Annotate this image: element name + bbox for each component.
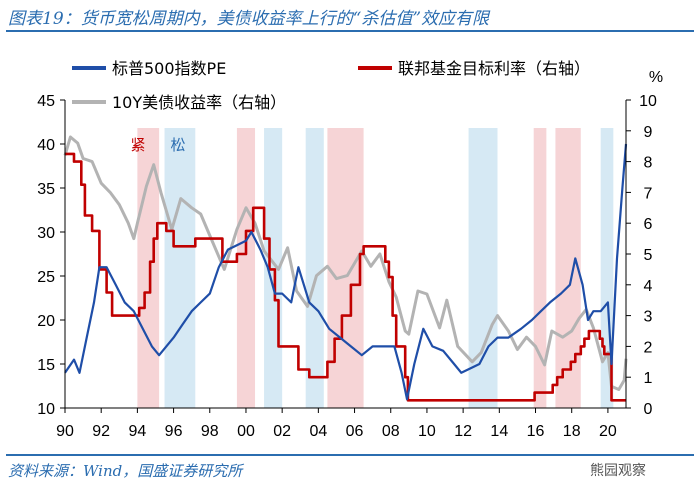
left-tick-label: 40 (37, 137, 55, 154)
right-tick-label: 10 (639, 93, 657, 110)
x-tick-label: 90 (56, 423, 74, 440)
tight-period-band (533, 128, 547, 408)
x-tick-label: 08 (382, 423, 400, 440)
x-tick-label: 20 (599, 423, 617, 440)
tight-period-band (236, 128, 256, 408)
tight-period-band (327, 128, 364, 408)
source-note: 资料来源：Wind，国盛证券研究所 (8, 462, 243, 480)
legend-label-fed: 联邦基金目标利率（右轴） (398, 59, 590, 78)
right-tick-label: 6 (644, 216, 653, 233)
series-line-y10 (63, 135, 628, 391)
x-tick-label: 18 (563, 423, 581, 440)
left-tick-label: 45 (37, 93, 55, 110)
x-tick-label: 96 (165, 423, 183, 440)
x-tick-label: 14 (490, 423, 508, 440)
left-tick-label: 10 (37, 401, 55, 418)
left-tick-label: 35 (37, 181, 55, 198)
right-tick-label: 0 (644, 401, 653, 418)
x-tick-label: 92 (92, 423, 110, 440)
chart-title: 图表19：货币宽松周期内，美债收益率上行的“杀估值”效应有限 (8, 9, 490, 29)
right-tick-label: 8 (644, 155, 653, 172)
series-line-fed (65, 152, 626, 402)
legend: 标普500指数PE 联邦基金目标利率（右轴） 10Y美债收益率（右轴） (72, 59, 590, 112)
loose-period-band (164, 128, 196, 408)
x-tick-label: 04 (309, 423, 327, 440)
annotations: 紧松 (130, 136, 185, 154)
tight-label: 紧 (130, 136, 145, 154)
left-tick-label: 20 (37, 313, 55, 330)
x-tick-label: 98 (201, 423, 219, 440)
right-tick-label: 1 (644, 370, 653, 387)
left-tick-label: 25 (37, 269, 55, 286)
watermark-text: 熊园观察 (590, 463, 646, 479)
legend-label-y10: 10Y美债收益率（右轴） (112, 93, 286, 112)
left-tick-label: 30 (37, 225, 55, 242)
right-tick-label: 2 (644, 339, 653, 356)
x-tick-label: 00 (237, 423, 255, 440)
right-tick-label: 5 (644, 247, 653, 264)
x-tick-label: 94 (128, 423, 146, 440)
series-lines (63, 135, 628, 402)
right-tick-label: 3 (644, 309, 653, 326)
left-tick-label: 15 (37, 357, 55, 374)
right-axis-unit: % (649, 69, 663, 86)
series-line-pe (64, 143, 628, 401)
legend-label-pe: 标普500指数PE (112, 59, 226, 78)
axes (60, 99, 631, 413)
source-rule (6, 454, 694, 456)
x-tick-label: 10 (418, 423, 436, 440)
loose-period-band (305, 128, 324, 408)
loose-label: 松 (170, 136, 185, 154)
right-tick-label: 7 (644, 185, 653, 202)
right-tick-label: 4 (644, 278, 653, 295)
period-bands (137, 128, 614, 408)
x-tick-label: 16 (527, 423, 545, 440)
title-rule (6, 30, 694, 32)
x-tick-label: 12 (454, 423, 472, 440)
x-tick-label: 06 (346, 423, 364, 440)
x-tick-label: 02 (273, 423, 291, 440)
right-tick-label: 9 (644, 124, 653, 141)
